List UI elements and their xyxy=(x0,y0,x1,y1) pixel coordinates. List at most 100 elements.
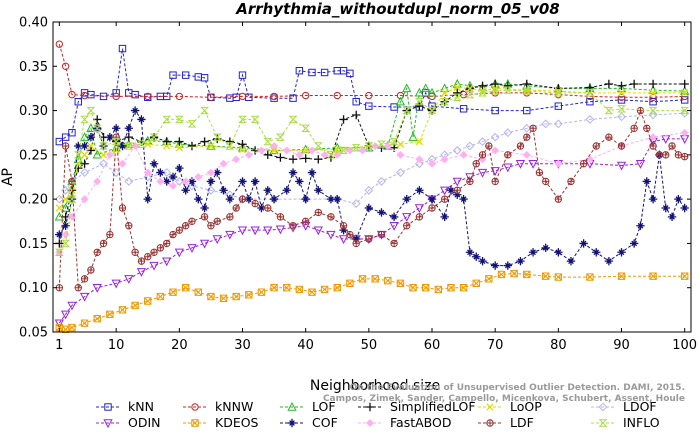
legend-item-inflo: INFLO xyxy=(591,415,660,430)
point-knn xyxy=(131,90,139,99)
point-fastabod xyxy=(143,168,152,177)
point-kdeos xyxy=(232,292,240,301)
point-ldof xyxy=(452,146,462,155)
point-odin xyxy=(440,186,450,196)
point-knnw xyxy=(144,92,152,101)
point-ldf xyxy=(403,222,411,230)
point-fastabod xyxy=(415,155,424,164)
point-knn xyxy=(118,44,127,53)
legend-swatch-marker xyxy=(598,402,608,412)
point-inflo xyxy=(225,142,235,150)
point-fastabod xyxy=(93,177,102,186)
point-kdeos xyxy=(156,292,165,301)
legend-label: ODIN xyxy=(128,415,161,430)
x-tick-label: 40 xyxy=(297,338,314,353)
point-cof xyxy=(415,186,424,195)
point-knn xyxy=(586,98,594,106)
point-lof xyxy=(395,96,406,106)
point-cof xyxy=(680,203,689,213)
point-kdeos xyxy=(358,275,367,283)
point-ldf xyxy=(466,177,474,186)
point-inflo xyxy=(585,89,595,97)
point-ldf xyxy=(478,151,487,159)
point-fastabod xyxy=(257,146,266,155)
point-simplifiedlof xyxy=(352,110,361,120)
point-cof xyxy=(333,194,342,204)
point-ldf xyxy=(567,177,575,186)
series-ldof xyxy=(54,108,690,208)
point-kdeos xyxy=(523,270,531,279)
point-kdeos xyxy=(371,275,379,283)
point-ldf xyxy=(232,204,240,212)
point-odin xyxy=(187,244,197,253)
point-simplifiedlof xyxy=(648,79,658,89)
point-ldf xyxy=(428,204,436,212)
point-knnw xyxy=(80,91,89,100)
point-cof xyxy=(314,186,323,195)
point-simplifiedlof xyxy=(629,79,639,89)
point-cof xyxy=(200,203,209,213)
point-simplifiedlof xyxy=(617,81,626,90)
point-fastabod xyxy=(61,230,70,239)
point-loop xyxy=(453,83,461,92)
point-ldf xyxy=(118,204,127,212)
point-odin xyxy=(275,225,286,235)
point-cof xyxy=(137,115,146,124)
point-cof xyxy=(453,190,462,199)
point-simplifiedlof xyxy=(339,115,348,124)
point-cof xyxy=(130,106,140,115)
legend-item-knnw: kNNW xyxy=(183,399,253,414)
point-odin xyxy=(111,279,121,289)
point-cof xyxy=(244,194,254,204)
point-ldf xyxy=(440,195,449,203)
point-ldf xyxy=(55,284,64,292)
x-tick-label: 100 xyxy=(672,338,697,353)
point-kdeos xyxy=(207,292,215,301)
point-odin xyxy=(237,226,248,236)
point-inflo xyxy=(54,248,64,256)
credit-text: On the Evaluation of Unsupervised Outlie… xyxy=(323,383,685,404)
point-cof xyxy=(528,248,538,257)
point-knn xyxy=(295,67,304,75)
x-axis-label: Neighborhood size xyxy=(310,378,440,394)
point-ldof xyxy=(522,123,532,133)
point-inflo xyxy=(377,140,386,148)
point-kdeos xyxy=(447,284,455,292)
point-lof xyxy=(421,83,431,93)
point-cof xyxy=(339,225,348,235)
point-knn xyxy=(200,74,209,82)
point-simplifiedlof xyxy=(80,159,89,168)
series-line-loop xyxy=(58,86,685,209)
point-loop xyxy=(333,145,341,154)
point-inflo xyxy=(364,142,374,150)
point-ldf xyxy=(523,133,531,141)
point-cof xyxy=(566,256,576,266)
point-ldf xyxy=(99,239,108,248)
point-inflo xyxy=(212,133,222,141)
point-ldf xyxy=(74,284,82,292)
point-odin xyxy=(477,168,488,178)
point-knn xyxy=(308,68,316,77)
point-loop xyxy=(175,144,183,152)
point-cof xyxy=(440,212,449,222)
point-ldf xyxy=(365,235,373,243)
point-knn xyxy=(649,98,657,106)
point-cof xyxy=(629,239,639,248)
point-lof xyxy=(414,87,425,97)
point-kdeos xyxy=(510,269,518,278)
point-fastabod xyxy=(156,177,165,186)
point-lof xyxy=(440,83,450,93)
point-knnw xyxy=(649,93,657,101)
point-inflo xyxy=(174,115,184,124)
legend-label: COF xyxy=(312,415,338,430)
point-inflo xyxy=(465,90,475,99)
legend-item-fastabod: FastABOD xyxy=(358,415,452,430)
point-ldof xyxy=(174,177,184,186)
point-cof xyxy=(187,177,197,186)
point-cof xyxy=(168,172,178,182)
point-cof xyxy=(472,252,481,261)
point-ldf xyxy=(605,133,613,141)
point-knnw xyxy=(617,93,626,101)
point-kdeos xyxy=(93,315,101,323)
